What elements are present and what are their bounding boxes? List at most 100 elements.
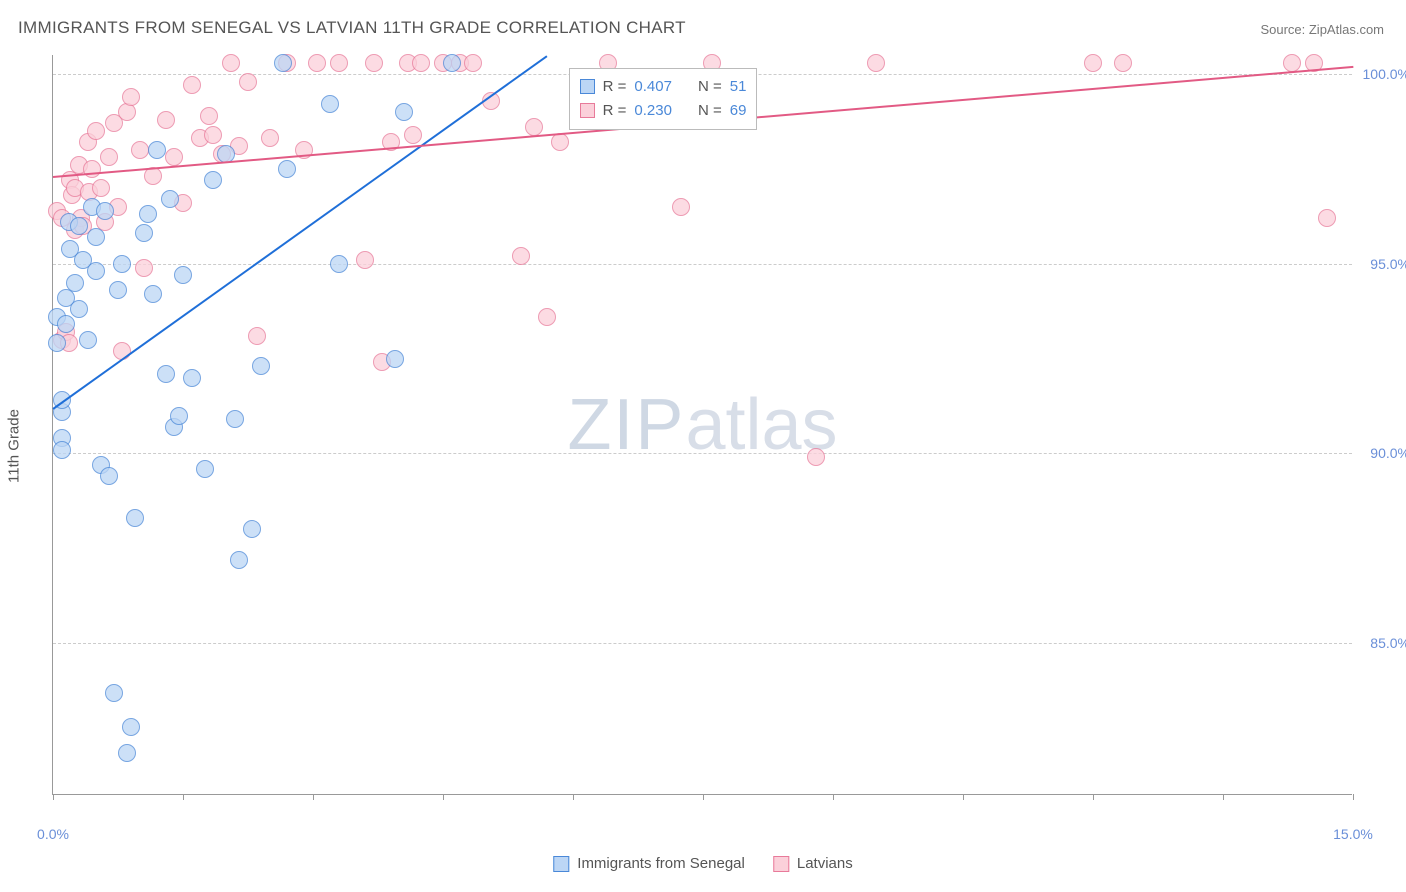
data-point-blue bbox=[87, 262, 105, 280]
stats-row-blue: R = 0.407N = 51 bbox=[580, 75, 747, 99]
data-point-pink bbox=[248, 327, 266, 345]
data-point-blue bbox=[135, 224, 153, 242]
chart-title: IMMIGRANTS FROM SENEGAL VS LATVIAN 11TH … bbox=[18, 18, 686, 38]
stats-n-label: N = bbox=[698, 75, 722, 99]
data-point-blue bbox=[204, 171, 222, 189]
data-point-pink bbox=[261, 129, 279, 147]
stats-r-label: R = bbox=[603, 99, 627, 123]
data-point-pink bbox=[551, 133, 569, 151]
data-point-blue bbox=[196, 460, 214, 478]
x-tick bbox=[313, 794, 314, 800]
x-tick bbox=[1223, 794, 1224, 800]
data-point-pink bbox=[157, 111, 175, 129]
data-point-pink bbox=[122, 88, 140, 106]
data-point-blue bbox=[109, 281, 127, 299]
data-point-pink bbox=[131, 141, 149, 159]
stats-r-value: 0.407 bbox=[634, 75, 672, 99]
stats-swatch-pink bbox=[580, 103, 595, 118]
x-tick bbox=[1353, 794, 1354, 800]
data-point-blue bbox=[252, 357, 270, 375]
legend-swatch-blue bbox=[553, 856, 569, 872]
x-tick bbox=[703, 794, 704, 800]
legend-swatch-pink bbox=[773, 856, 789, 872]
data-point-blue bbox=[174, 266, 192, 284]
data-point-blue bbox=[243, 520, 261, 538]
stats-n-value: 51 bbox=[730, 75, 747, 99]
data-point-pink bbox=[365, 54, 383, 72]
x-tick bbox=[573, 794, 574, 800]
legend-label: Immigrants from Senegal bbox=[577, 855, 745, 872]
stats-r-value: 0.230 bbox=[634, 99, 672, 123]
data-point-blue bbox=[226, 410, 244, 428]
x-tick-label-right: 15.0% bbox=[1333, 826, 1373, 842]
data-point-blue bbox=[79, 331, 97, 349]
data-point-blue bbox=[70, 300, 88, 318]
data-point-blue bbox=[53, 441, 71, 459]
data-point-blue bbox=[126, 509, 144, 527]
data-point-blue bbox=[105, 684, 123, 702]
data-point-blue bbox=[148, 141, 166, 159]
source-attribution: Source: ZipAtlas.com bbox=[1260, 22, 1384, 37]
data-point-blue bbox=[48, 334, 66, 352]
data-point-blue bbox=[144, 285, 162, 303]
legend-item-senegal: Immigrants from Senegal bbox=[553, 855, 745, 872]
stats-box: R = 0.407 N = 51R = 0.230 N = 69 bbox=[569, 68, 758, 130]
data-point-pink bbox=[867, 54, 885, 72]
data-point-blue bbox=[395, 103, 413, 121]
data-point-pink bbox=[200, 107, 218, 125]
plot-area: ZIPatlas 85.0%90.0%95.0%100.0%0.0%15.0%R… bbox=[52, 55, 1352, 795]
data-point-pink bbox=[222, 54, 240, 72]
data-point-blue bbox=[157, 365, 175, 383]
data-point-blue bbox=[386, 350, 404, 368]
data-point-pink bbox=[100, 148, 118, 166]
data-point-blue bbox=[96, 202, 114, 220]
data-point-pink bbox=[672, 198, 690, 216]
y-tick-label: 90.0% bbox=[1370, 445, 1406, 461]
data-point-pink bbox=[512, 247, 530, 265]
data-point-pink bbox=[525, 118, 543, 136]
data-point-pink bbox=[404, 126, 422, 144]
data-point-blue bbox=[118, 744, 136, 762]
data-point-pink bbox=[118, 103, 136, 121]
correlation-chart: IMMIGRANTS FROM SENEGAL VS LATVIAN 11TH … bbox=[0, 0, 1406, 892]
stats-n-label: N = bbox=[698, 99, 722, 123]
data-point-blue bbox=[230, 551, 248, 569]
legend: Immigrants from Senegal Latvians bbox=[553, 855, 852, 872]
stats-n-value: 69 bbox=[730, 99, 747, 123]
data-point-blue bbox=[443, 54, 461, 72]
data-point-blue bbox=[274, 54, 292, 72]
grid-line bbox=[53, 643, 1352, 644]
data-point-pink bbox=[412, 54, 430, 72]
data-point-blue bbox=[321, 95, 339, 113]
x-tick bbox=[443, 794, 444, 800]
x-tick-label-left: 0.0% bbox=[37, 826, 69, 842]
data-point-blue bbox=[278, 160, 296, 178]
y-tick-label: 100.0% bbox=[1363, 66, 1406, 82]
data-point-pink bbox=[92, 179, 110, 197]
data-point-blue bbox=[66, 274, 84, 292]
data-point-pink bbox=[330, 54, 348, 72]
data-point-blue bbox=[70, 217, 88, 235]
data-point-pink bbox=[183, 76, 201, 94]
data-point-pink bbox=[308, 54, 326, 72]
x-tick bbox=[53, 794, 54, 800]
stats-swatch-blue bbox=[580, 79, 595, 94]
data-point-blue bbox=[57, 315, 75, 333]
legend-item-latvians: Latvians bbox=[773, 855, 853, 872]
data-point-pink bbox=[239, 73, 257, 91]
data-point-blue bbox=[170, 407, 188, 425]
data-point-pink bbox=[1084, 54, 1102, 72]
stats-row-pink: R = 0.230 N = 69 bbox=[580, 99, 747, 123]
x-tick bbox=[183, 794, 184, 800]
data-point-pink bbox=[204, 126, 222, 144]
data-point-pink bbox=[135, 259, 153, 277]
data-point-blue bbox=[87, 228, 105, 246]
data-point-blue bbox=[139, 205, 157, 223]
data-point-pink bbox=[165, 148, 183, 166]
data-point-blue bbox=[161, 190, 179, 208]
data-point-pink bbox=[144, 167, 162, 185]
data-point-blue bbox=[113, 255, 131, 273]
data-point-pink bbox=[538, 308, 556, 326]
grid-line bbox=[53, 264, 1352, 265]
data-point-pink bbox=[1283, 54, 1301, 72]
